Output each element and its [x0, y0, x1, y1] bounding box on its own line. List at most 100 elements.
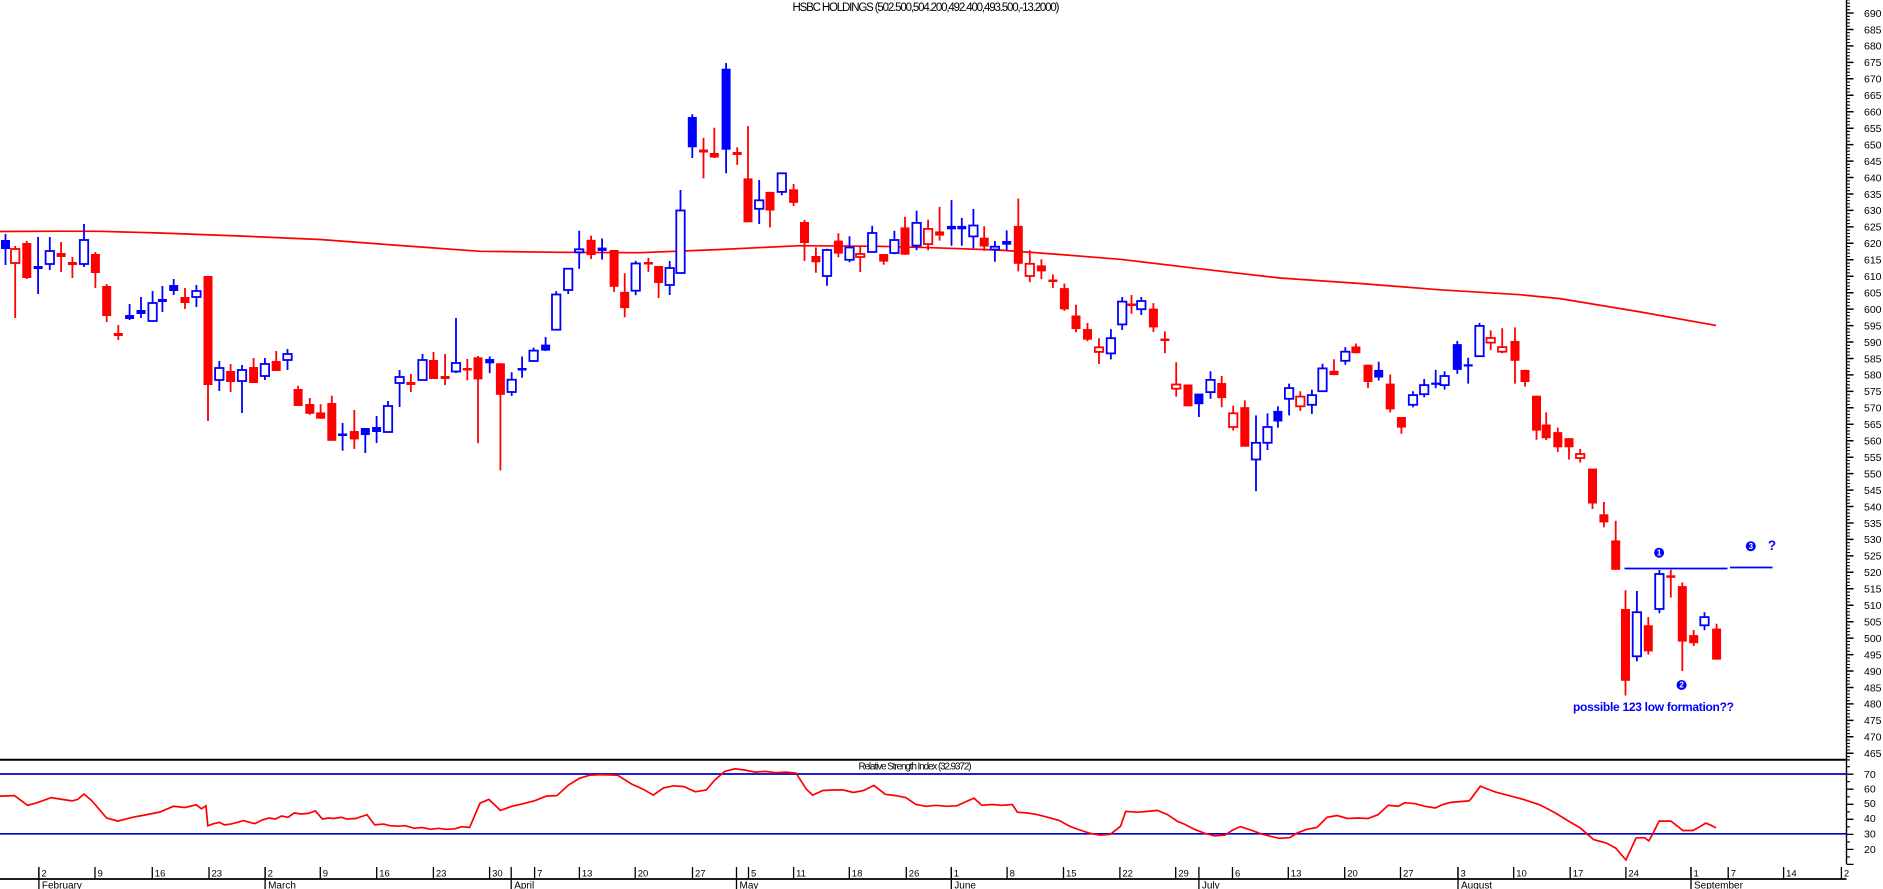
svg-text:20: 20: [1347, 868, 1358, 879]
svg-text:February: February: [42, 880, 82, 889]
svg-text:505: 505: [1864, 617, 1882, 629]
svg-text:29: 29: [1178, 868, 1189, 879]
svg-text:50: 50: [1864, 798, 1876, 810]
svg-text:515: 515: [1864, 584, 1882, 596]
svg-text:7: 7: [1731, 868, 1736, 879]
svg-text:465: 465: [1864, 748, 1882, 760]
svg-text:March: March: [268, 880, 296, 889]
svg-text:16: 16: [379, 868, 390, 879]
svg-text:575: 575: [1864, 386, 1882, 398]
svg-text:1: 1: [1694, 868, 1699, 879]
svg-text:27: 27: [1403, 868, 1414, 879]
svg-text:9: 9: [323, 868, 328, 879]
svg-text:11: 11: [796, 868, 806, 879]
svg-text:13: 13: [582, 868, 593, 879]
svg-text:18: 18: [852, 868, 863, 879]
svg-text:16: 16: [155, 868, 166, 879]
svg-text:585: 585: [1864, 353, 1882, 365]
svg-text:June: June: [954, 880, 976, 889]
svg-text:495: 495: [1864, 649, 1882, 661]
svg-text:650: 650: [1864, 139, 1882, 151]
svg-text:535: 535: [1864, 518, 1882, 530]
svg-text:1: 1: [954, 868, 959, 879]
svg-text:26: 26: [909, 868, 920, 879]
svg-text:10: 10: [1516, 868, 1527, 879]
svg-text:15: 15: [1066, 868, 1077, 879]
svg-text:690: 690: [1864, 8, 1882, 20]
svg-text:510: 510: [1864, 600, 1882, 612]
svg-text:40: 40: [1864, 813, 1876, 825]
svg-text:?: ?: [1768, 538, 1776, 553]
svg-text:2: 2: [1679, 681, 1684, 690]
svg-text:24: 24: [1628, 868, 1639, 879]
svg-text:610: 610: [1864, 271, 1882, 283]
svg-text:20: 20: [638, 868, 649, 879]
svg-text:685: 685: [1864, 24, 1882, 36]
svg-text:13: 13: [1291, 868, 1302, 879]
svg-text:490: 490: [1864, 666, 1882, 678]
svg-text:500: 500: [1864, 633, 1882, 645]
svg-text:485: 485: [1864, 682, 1882, 694]
svg-text:70: 70: [1864, 769, 1876, 781]
svg-text:60: 60: [1864, 784, 1876, 796]
svg-text:665: 665: [1864, 90, 1882, 102]
svg-text:July: July: [1202, 880, 1220, 889]
svg-text:480: 480: [1864, 699, 1882, 711]
svg-text:May: May: [740, 880, 759, 889]
svg-text:August: August: [1461, 880, 1492, 889]
svg-text:1: 1: [1657, 548, 1662, 557]
svg-text:2: 2: [268, 868, 273, 879]
svg-text:8: 8: [1010, 868, 1015, 879]
svg-text:680: 680: [1864, 41, 1882, 53]
svg-text:620: 620: [1864, 238, 1882, 250]
svg-text:2: 2: [1844, 868, 1849, 879]
svg-text:3: 3: [1461, 868, 1466, 879]
svg-text:23: 23: [212, 868, 223, 879]
svg-text:630: 630: [1864, 205, 1882, 217]
svg-text:possible 123 low formation??: possible 123 low formation??: [1573, 700, 1734, 714]
svg-text:570: 570: [1864, 403, 1882, 415]
svg-text:September: September: [1694, 880, 1744, 889]
svg-text:Relative Strength Index (32.93: Relative Strength Index (32.9372): [859, 762, 972, 773]
svg-text:590: 590: [1864, 337, 1882, 349]
svg-text:545: 545: [1864, 485, 1882, 497]
svg-text:540: 540: [1864, 501, 1882, 513]
svg-text:555: 555: [1864, 452, 1882, 464]
svg-text:615: 615: [1864, 255, 1882, 267]
svg-text:22: 22: [1122, 868, 1133, 879]
svg-text:475: 475: [1864, 715, 1882, 727]
svg-text:670: 670: [1864, 74, 1882, 86]
svg-text:605: 605: [1864, 288, 1882, 300]
svg-text:3: 3: [1749, 542, 1754, 551]
svg-text:660: 660: [1864, 107, 1882, 119]
svg-text:550: 550: [1864, 468, 1882, 480]
svg-text:470: 470: [1864, 732, 1882, 744]
svg-text:625: 625: [1864, 222, 1882, 234]
svg-text:5: 5: [751, 868, 756, 879]
svg-text:17: 17: [1573, 868, 1584, 879]
svg-text:595: 595: [1864, 320, 1882, 332]
svg-text:27: 27: [695, 868, 706, 879]
svg-text:645: 645: [1864, 156, 1882, 168]
svg-text:7: 7: [537, 868, 542, 879]
svg-text:30: 30: [492, 868, 503, 879]
svg-text:9: 9: [98, 868, 103, 879]
svg-text:April: April: [514, 880, 534, 889]
svg-text:30: 30: [1864, 829, 1876, 841]
svg-text:6: 6: [1235, 868, 1240, 879]
svg-text:20: 20: [1864, 844, 1876, 856]
svg-text:525: 525: [1864, 551, 1882, 563]
svg-text:580: 580: [1864, 370, 1882, 382]
svg-text:14: 14: [1786, 868, 1797, 879]
svg-text:HSBC HOLDINGS (502.500,504.200: HSBC HOLDINGS (502.500,504.200,492.400,4…: [793, 2, 1060, 14]
svg-text:560: 560: [1864, 436, 1882, 448]
svg-text:565: 565: [1864, 419, 1882, 431]
svg-text:640: 640: [1864, 172, 1882, 184]
svg-text:23: 23: [436, 868, 447, 879]
svg-text:635: 635: [1864, 189, 1882, 201]
svg-text:675: 675: [1864, 57, 1882, 69]
svg-text:530: 530: [1864, 534, 1882, 546]
svg-text:655: 655: [1864, 123, 1882, 135]
svg-text:600: 600: [1864, 304, 1882, 316]
svg-text:2: 2: [41, 868, 46, 879]
